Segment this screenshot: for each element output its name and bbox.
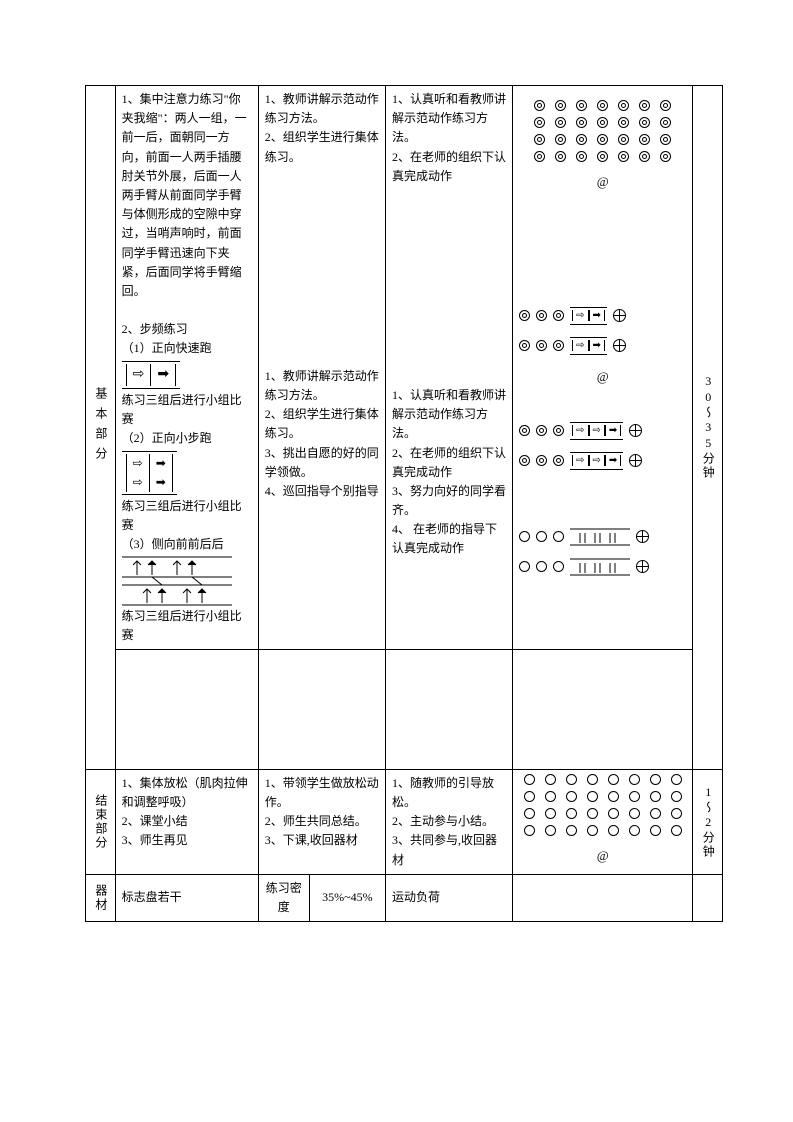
teacher-activity-top: 1、教师讲解示范动作练习方法。 2、组织学生进行集体练习。 1、教师讲解示范动作… bbox=[258, 86, 385, 650]
arrow-pair-solid-icon: ➡➡ bbox=[150, 454, 173, 492]
run-track-2: ⇨⇨➡➡ bbox=[122, 451, 177, 495]
basic-blank-2 bbox=[258, 649, 385, 769]
step-3-label: （3）侧向前前后后 bbox=[122, 535, 252, 554]
teacher-mark: @ bbox=[597, 172, 609, 193]
activity-1-text: 1、集中注意力练习"你夹我缩"：两人一组，一前一后，面朝同一方向，前面一人两手插… bbox=[122, 90, 252, 301]
arrow-pair-icon: ⇨⇨ bbox=[126, 454, 150, 492]
basic-blank-4 bbox=[513, 649, 693, 769]
load-label: 运动负荷 bbox=[385, 874, 512, 921]
basic-activities: 1、集中注意力练习"你夹我缩"：两人一组，一前一后，面朝同一方向，前面一人两手插… bbox=[115, 86, 258, 650]
basic-label: 基本部分 bbox=[86, 86, 116, 770]
lesson-plan-table: 基本部分 1、集中注意力练习"你夹我缩"：两人一组，一前一后，面朝同一方向，前面… bbox=[85, 85, 723, 922]
step-3-note: 练习三组后进行小组比赛 bbox=[122, 607, 252, 645]
arrow-open-icon: ⇨ bbox=[126, 364, 152, 386]
step-2-label: （2）正向小步跑 bbox=[122, 429, 252, 448]
step-1-note: 练习三组后进行小组比赛 bbox=[122, 391, 252, 429]
run-track-1: ⇨➡ bbox=[122, 361, 180, 389]
activity-2-header: 2、步频练习 bbox=[122, 320, 252, 339]
teacher-mark-2: @ bbox=[519, 367, 686, 388]
oplus-icon bbox=[613, 309, 626, 322]
basic-blank-1 bbox=[115, 649, 258, 769]
teacher-mark-end: @ bbox=[597, 846, 609, 867]
end-col2: 1、集体放松（肌肉拉伸和调整呼吸） 2、课堂小结 3、师生再见 bbox=[115, 769, 258, 874]
mini-jump-icon bbox=[570, 528, 630, 546]
load-time-blank bbox=[693, 874, 723, 921]
end-time: 1～2分钟 bbox=[693, 769, 723, 874]
student-text-bot: 1、认真听和看教师讲解示范动作练习方法。 2、在老师的组织下认真完成动作 3、努… bbox=[392, 386, 506, 559]
equip-label: 器材 bbox=[86, 874, 116, 921]
step-1-label: （1）正向快速跑 bbox=[122, 339, 252, 358]
page: 基本部分 1、集中注意力练习"你夹我缩"：两人一组，一前一后，面朝同一方向，前面… bbox=[0, 0, 793, 1122]
end-col4: 1、随教师的引导放松。 2、主动参与小结。 3、共同参与,收回器材 bbox=[385, 769, 512, 874]
formation-grid-end: @ bbox=[519, 774, 686, 867]
basic-blank-3 bbox=[385, 649, 512, 769]
student-activity: 1、认真听和看教师讲解示范动作练习方法。 2、在老师的组织下认真完成动作 1、认… bbox=[385, 86, 512, 650]
density-label: 练习密度 bbox=[259, 875, 309, 921]
equip-value: 标志盘若干 bbox=[115, 874, 258, 921]
formation-grid-1: @ bbox=[519, 100, 686, 193]
end-col3: 1、带领学生做放松动作。 2、师生共同总结。 3、下课,收回器材 bbox=[258, 769, 385, 874]
density-value: 35%~45% bbox=[309, 875, 385, 921]
teacher-text-top: 1、教师讲解示范动作练习方法。 2、组织学生进行集体练习。 bbox=[265, 90, 379, 167]
student-text-top: 1、认真听和看教师讲解示范动作练习方法。 2、在老师的组织下认真完成动作 bbox=[392, 90, 506, 186]
mini-jump-icon bbox=[570, 558, 630, 576]
teacher-text-bot: 1、教师讲解示范动作练习方法。 2、组织学生进行集体练习。 3、挑出自愿的好的同… bbox=[265, 367, 379, 501]
formation-run-2: ⇨⇨➡ ⇨⇨➡ bbox=[519, 418, 686, 474]
density-cell: 练习密度 35%~45% bbox=[258, 874, 385, 921]
formation-jump bbox=[519, 524, 686, 580]
arrow-solid-icon: ➡ bbox=[151, 364, 176, 386]
jump-diagram-icon bbox=[122, 555, 232, 607]
formation-col: @ ⇨➡ ⇨➡ @ ⇨⇨➡ ⇨⇨ bbox=[513, 86, 693, 650]
end-label: 结束部分 bbox=[86, 769, 116, 874]
side-jump-diagram bbox=[122, 555, 252, 607]
step-2-note: 练习三组后进行小组比赛 bbox=[122, 497, 252, 535]
load-blank bbox=[513, 874, 693, 921]
basic-time: 30～35分钟 bbox=[693, 86, 723, 770]
formation-run-1: ⇨➡ ⇨➡ @ bbox=[519, 303, 686, 388]
end-formation: @ bbox=[513, 769, 693, 874]
